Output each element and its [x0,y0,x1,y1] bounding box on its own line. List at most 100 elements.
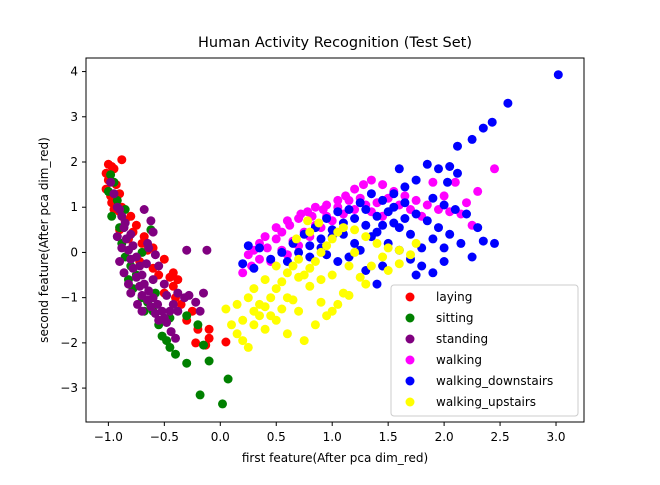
point-walking-upstairs [383,243,393,253]
point-walking-downstairs [366,189,376,199]
point-walking-downstairs [333,257,343,266]
x-tick-label: −0.5 [150,430,179,444]
point-walking-downstairs [389,202,399,212]
x-axis-label: first feature(After pca dim_red) [242,451,428,465]
point-walking-upstairs [282,329,292,339]
point-walking-downstairs [553,70,563,80]
x-tick-label: 0.0 [211,430,230,444]
point-walking-upstairs [277,304,287,314]
point-standing [191,297,201,307]
point-walking [473,186,483,196]
point-standing [195,306,205,316]
y-tick-label: 1 [70,200,78,214]
point-sitting [193,320,203,330]
point-sitting [112,195,122,205]
point-standing [153,299,163,309]
point-standing [162,290,172,300]
point-walking-downstairs [378,220,388,230]
point-standing [141,259,151,269]
legend-marker-walking-upstairs [405,397,415,407]
point-walking [255,254,264,264]
point-walking-downstairs [417,261,427,271]
point-standing [124,279,133,289]
point-walking-downstairs [355,198,365,208]
point-walking-upstairs [249,284,259,294]
point-walking-upstairs [406,250,415,260]
point-walking-downstairs [294,247,304,257]
points-layer [101,70,563,409]
point-walking-upstairs [221,304,231,314]
point-walking-upstairs [394,245,404,255]
point-walking-upstairs [260,324,270,334]
point-walking [318,205,328,214]
point-walking-downstairs [445,229,455,239]
point-walking-downstairs [443,177,452,187]
series-walking-upstairs [221,216,421,352]
legend-box [390,284,579,417]
point-standing [112,232,122,242]
point-walking [282,216,292,226]
point-standing [109,189,119,199]
point-walking-downstairs [249,263,259,273]
point-walking [439,191,449,201]
point-walking-downstairs [439,200,449,210]
point-sitting [182,311,192,321]
legend-marker-standing [405,334,415,344]
point-walking-upstairs [288,261,298,271]
x-tick-label: 0.5 [267,430,286,444]
point-standing [117,211,127,221]
point-standing [120,218,130,228]
point-walking-downstairs [333,207,343,217]
point-standing [128,241,138,251]
point-walking-upstairs [327,306,337,316]
point-walking-upstairs [291,234,301,244]
point-walking-downstairs [400,214,410,223]
point-walking [378,180,388,190]
point-walking-downstairs [361,205,371,214]
point-walking-downstairs [422,159,432,169]
point-walking-downstairs [277,247,287,257]
point-walking-upstairs [350,247,360,257]
point-walking-downstairs [322,214,332,223]
point-walking-downstairs [350,238,360,248]
point-walking-upstairs [277,277,287,287]
point-walking-upstairs [243,293,253,303]
point-walking-upstairs [255,299,264,309]
point-walking-downstairs [478,123,488,133]
point-walking [333,195,343,205]
legend-marker-walking [405,355,415,365]
point-walking [359,180,368,190]
point-walking-downstairs [428,193,438,203]
point-standing [115,205,125,214]
point-walking-downstairs [439,243,449,253]
point-walking-downstairs [453,141,462,151]
point-standing [182,245,192,255]
point-standing [115,257,125,266]
y-axis-ticks: −3 −2 −1 0 1 2 3 4 [60,65,86,395]
point-walking-upstairs [378,252,388,262]
point-walking-downstairs [434,223,443,233]
point-walking [350,184,360,194]
point-walking-upstairs [294,272,304,282]
point-walking [462,198,471,208]
point-walking-downstairs [361,220,371,230]
point-walking-upstairs [305,281,315,291]
legend-label-laying: laying [436,290,472,304]
point-laying [221,337,231,347]
point-standing [139,279,149,289]
point-walking-downstairs [445,162,455,171]
x-tick-label: 2.0 [435,430,454,444]
legend-label-walking: walking [436,353,482,367]
point-walking [271,234,281,244]
point-walking-downstairs [428,234,438,244]
point-walking [366,175,376,185]
point-walking-downstairs [394,223,404,233]
point-standing [117,243,127,253]
point-standing [157,306,167,316]
point-walking-downstairs [411,209,421,219]
legend-label-standing: standing [436,332,488,346]
x-tick-label: −1.0 [94,430,123,444]
point-walking-upstairs [294,306,304,316]
point-walking-upstairs [314,218,324,228]
